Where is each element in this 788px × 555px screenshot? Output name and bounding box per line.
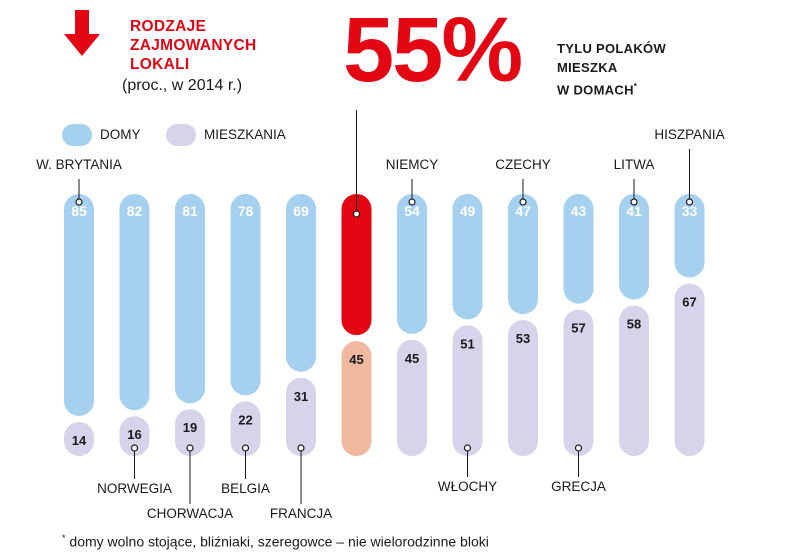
bar-domy bbox=[563, 194, 594, 304]
connector-dot bbox=[75, 198, 83, 206]
value-label-mieszkania: 45 bbox=[349, 352, 363, 367]
connector-dot bbox=[685, 198, 694, 206]
bar-mieszkania bbox=[341, 341, 372, 456]
value-label-domy: 82 bbox=[127, 203, 143, 219]
highlight-value: 55% bbox=[343, 0, 523, 101]
bar-domy bbox=[175, 194, 205, 404]
arrow-down-icon bbox=[64, 10, 100, 56]
value-label-mieszkania: 45 bbox=[405, 351, 419, 366]
bar-domy bbox=[341, 194, 372, 336]
connector-dot bbox=[519, 198, 527, 206]
title-line: ZAJMOWANYCH bbox=[130, 37, 257, 54]
bar-mieszkania bbox=[119, 416, 150, 456]
title-line: RODZAJE bbox=[130, 18, 207, 35]
connector-dot bbox=[297, 444, 305, 452]
footnote-marker: * bbox=[62, 533, 66, 543]
bar-domy bbox=[64, 194, 94, 416]
value-label-domy: 81 bbox=[182, 203, 198, 219]
country-label: BELGIA bbox=[221, 481, 270, 496]
highlight-line: W DOMACH* bbox=[557, 77, 666, 99]
country-label: GRECJA bbox=[551, 479, 606, 494]
value-label-mieszkania: 16 bbox=[127, 427, 141, 442]
bar-mieszkania bbox=[286, 377, 316, 456]
bar-domy bbox=[397, 194, 427, 334]
bar-mieszkania bbox=[230, 401, 261, 456]
connector-dot bbox=[574, 444, 583, 452]
value-label-domy: 47 bbox=[515, 203, 531, 219]
country-label: W. BRYTANIA bbox=[36, 157, 122, 172]
country-label: NIEMCY bbox=[386, 157, 439, 172]
highlight-text: TYLU POLAKÓW MIESZKA W DOMACH* bbox=[557, 39, 666, 99]
value-label-domy: 54 bbox=[404, 203, 420, 219]
bar-mieszkania bbox=[674, 283, 705, 456]
country-label: CHORWACJA bbox=[147, 506, 233, 521]
value-label-domy: 41 bbox=[626, 203, 642, 219]
value-label-mieszkania: 51 bbox=[460, 336, 474, 351]
highlight-line: MIESZKA bbox=[557, 60, 618, 75]
country-label: HISZPANIA bbox=[654, 127, 724, 142]
value-label-mieszkania: 53 bbox=[516, 331, 530, 346]
bar-mieszkania bbox=[508, 320, 538, 456]
legend-swatch-mieszkania bbox=[166, 124, 196, 146]
bar-mieszkania bbox=[452, 325, 483, 456]
connector-dot bbox=[130, 444, 139, 452]
bar-mieszkania bbox=[563, 309, 594, 456]
bar-domy bbox=[230, 194, 261, 396]
country-label: CZECHY bbox=[495, 157, 551, 172]
value-label-domy: 33 bbox=[682, 203, 698, 219]
bar-mieszkania bbox=[619, 305, 649, 456]
country-label: NORWEGIA bbox=[97, 481, 172, 496]
connector-dot bbox=[241, 444, 250, 452]
value-label-mieszkania: 31 bbox=[294, 389, 308, 404]
bar-mieszkania bbox=[64, 421, 94, 456]
chart-title: RODZAJE ZAJMOWANYCH LOKALI bbox=[130, 17, 256, 74]
value-label-mieszkania: 22 bbox=[238, 412, 252, 427]
legend-label-mieszkania: MIESZKANIA bbox=[204, 127, 286, 142]
bar-mieszkania bbox=[175, 409, 205, 456]
value-label-domy: 43 bbox=[571, 203, 587, 219]
bar-domy bbox=[508, 194, 538, 315]
value-label-mieszkania: 58 bbox=[627, 317, 641, 332]
legend-label-domy: DOMY bbox=[100, 127, 141, 142]
value-label-mieszkania: 14 bbox=[72, 433, 87, 448]
value-label-domy: 49 bbox=[460, 203, 476, 219]
value-label-domy: 78 bbox=[238, 203, 254, 219]
header: RODZAJE ZAJMOWANYCH LOKALI (proc., w 201… bbox=[0, 0, 788, 110]
connector-dot bbox=[463, 444, 472, 452]
bar-domy bbox=[452, 194, 483, 320]
connector-dot bbox=[630, 198, 638, 206]
connector-dot bbox=[186, 444, 194, 452]
value-label-mieszkania: 67 bbox=[682, 294, 696, 309]
value-label-domy: 69 bbox=[293, 203, 309, 219]
title-line: LOKALI bbox=[130, 56, 190, 73]
bar-mieszkania bbox=[397, 339, 427, 456]
value-label-mieszkania: 19 bbox=[183, 420, 197, 435]
value-label-domy: 85 bbox=[71, 203, 87, 219]
chart-subtitle: (proc., w 2014 r.) bbox=[122, 77, 243, 94]
highlight-line: TYLU POLAKÓW bbox=[557, 41, 667, 56]
value-label-mieszkania: 57 bbox=[571, 321, 585, 336]
bar-domy bbox=[619, 194, 649, 300]
country-label: WŁOCHY bbox=[438, 479, 497, 494]
highlight-marker: * bbox=[633, 82, 638, 91]
highlight-line-text: W DOMACH bbox=[557, 82, 634, 98]
connector-dot bbox=[352, 210, 361, 218]
bar-domy bbox=[119, 194, 150, 411]
stacked-bar-chart: 85 14 W. BRYTANIA 82 16 NORWEGIA 81 19 CHORWACJA… bbox=[36, 110, 725, 521]
legend-swatch-domy bbox=[62, 124, 92, 146]
bar-domy bbox=[674, 194, 705, 278]
country-label: LITWA bbox=[614, 157, 655, 172]
footnote: * domy wolno stojące, bliźniaki, szerego… bbox=[62, 533, 489, 550]
bar-domy bbox=[286, 194, 316, 372]
country-label: FRANCJA bbox=[270, 506, 332, 521]
connector-dot bbox=[408, 198, 416, 206]
footnote-text: domy wolno stojące, bliźniaki, szeregowc… bbox=[65, 533, 489, 550]
